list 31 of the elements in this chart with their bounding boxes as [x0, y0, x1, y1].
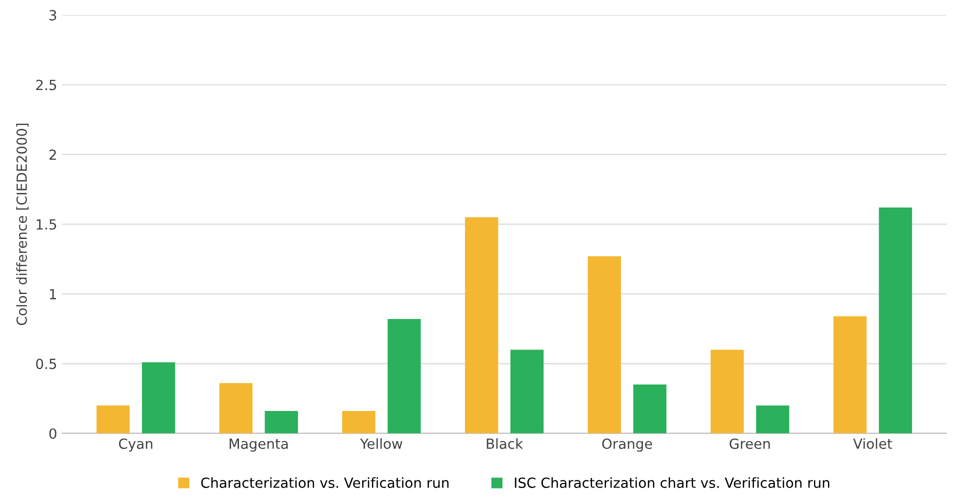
x-tick-label: Orange: [602, 438, 652, 452]
y-axis-title: Color difference [CIEDE2000]: [16, 124, 29, 326]
bar: [219, 383, 253, 434]
bar: [510, 350, 544, 434]
bar: [464, 217, 498, 434]
bar: [833, 316, 867, 434]
bar: [710, 350, 744, 434]
bar: [264, 411, 298, 434]
y-tick-label: 2: [49, 149, 56, 160]
y-tick-label: 0: [49, 428, 56, 439]
x-tick-label: Black: [486, 438, 524, 449]
bar: [588, 256, 621, 434]
y-tick-label: 0.5: [36, 358, 56, 370]
legend-label: ISC Characterization chart vs. Verification run: [514, 477, 830, 488]
x-tick-label: Yellow: [360, 438, 402, 449]
x-tick-label: Violet: [853, 438, 892, 449]
bar: [388, 319, 421, 434]
y-tick-label: 1.5: [36, 219, 56, 230]
y-tick-label: 2.5: [36, 80, 56, 90]
bar: [342, 411, 376, 434]
bar: [142, 362, 176, 434]
bar: [756, 405, 790, 434]
legend-label: Characterization vs. Verification run: [201, 477, 449, 488]
x-tick-label: Magenta: [230, 438, 288, 452]
bar: [878, 207, 912, 434]
bar: [633, 384, 666, 434]
y-tick-label: 1: [50, 289, 56, 300]
x-tick-label: Green: [730, 438, 770, 449]
x-tick-label: Cyan: [118, 438, 152, 452]
bar: [96, 405, 130, 434]
y-tick-label: 3: [50, 10, 56, 21]
